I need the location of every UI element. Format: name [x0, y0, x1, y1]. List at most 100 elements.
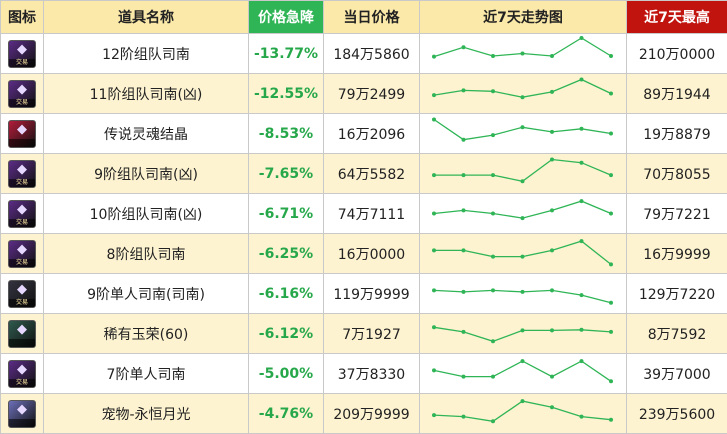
trend-line — [433, 200, 612, 219]
trend-point — [432, 173, 436, 178]
trend-sparkline — [432, 117, 613, 142]
trend-cell — [419, 113, 627, 154]
header-7day-trend: 近7天走势图 — [419, 0, 627, 34]
trend-point — [579, 126, 584, 131]
item-name[interactable]: 9阶单人司南(司南) — [43, 273, 249, 314]
table-row[interactable]: ◆ 稀有玉荣(60) -6.12% 7万1927 8万7592 — [0, 313, 727, 354]
purple-cable-icon: ◆ 交易 — [8, 239, 36, 268]
table-row[interactable]: ◆ 交易 9阶单人司南(司南) -6.16% 119万9999 129万7220 — [0, 273, 727, 314]
trend-cell — [419, 273, 627, 314]
trend-point — [520, 254, 525, 259]
trend-point — [579, 293, 584, 298]
today-price: 74万7111 — [323, 193, 420, 234]
tradable-tag — [9, 138, 35, 147]
table-row[interactable]: ◆ 宠物-永恒月光 -4.76% 209万9999 239万5600 — [0, 393, 727, 434]
header-today-price: 当日价格 — [323, 0, 420, 34]
item-name[interactable]: 7阶单人司南 — [43, 353, 249, 394]
price-drop: -6.12% — [248, 313, 324, 354]
trend-line — [434, 158, 612, 182]
item-name[interactable]: 11阶组队司南(凶) — [43, 73, 249, 114]
icon-cell: ◆ 交易 — [0, 73, 44, 114]
trend-point — [432, 248, 436, 253]
trend-point — [461, 208, 466, 213]
item-name[interactable]: 稀有玉荣(60) — [43, 313, 249, 354]
icon-cell: ◆ — [0, 113, 44, 154]
trend-point — [609, 54, 613, 58]
purple-cable-icon: ◆ 交易 — [8, 159, 36, 188]
trend-cell — [419, 393, 627, 434]
table-row[interactable]: ◆ 交易 10阶组队司南(凶) -6.71% 74万7111 79万7221 — [0, 193, 727, 234]
trend-point — [520, 125, 525, 130]
trend-point — [550, 405, 554, 410]
icon-cell: ◆ 交易 — [0, 193, 44, 234]
item-name[interactable]: 10阶组队司南(凶) — [43, 193, 249, 234]
icon-glyph: ◆ — [17, 121, 27, 137]
item-name[interactable]: 8阶组队司南 — [43, 233, 249, 274]
icon-glyph: ◆ — [17, 81, 27, 97]
trend-point — [491, 173, 495, 178]
trend-sparkline — [432, 288, 613, 305]
icon-glyph: ◆ — [17, 241, 27, 257]
trend-point — [491, 133, 495, 138]
trend-point — [432, 368, 436, 373]
trend-sparkline — [432, 359, 613, 384]
trend-point — [432, 117, 436, 122]
table-row[interactable]: ◆ 交易 8阶组队司南 -6.25% 16万0000 16万9999 — [0, 233, 727, 274]
trend-point — [520, 399, 525, 404]
trend-cell — [419, 353, 627, 394]
table-row[interactable]: ◆ 交易 9阶组队司南(凶) -7.65% 64万5582 70万8055 — [0, 153, 727, 194]
trend-point — [432, 211, 436, 216]
icon-cell: ◆ — [0, 313, 44, 354]
trend-point — [491, 419, 495, 424]
trend-point — [550, 54, 554, 58]
item-name[interactable]: 传说灵魂结晶 — [43, 113, 249, 154]
trend-point — [520, 328, 525, 333]
table-row[interactable]: ◆ 传说灵魂结晶 -8.53% 16万2096 19万8879 — [0, 113, 727, 154]
header-item-name: 道具名称 — [43, 0, 249, 34]
seven-day-high: 210万0000 — [626, 33, 727, 74]
trend-point — [550, 157, 554, 162]
price-drop: -6.16% — [248, 273, 324, 314]
icon-cell: ◆ 交易 — [0, 33, 44, 74]
trend-point — [609, 211, 613, 216]
seven-day-high: 89万1944 — [626, 73, 727, 114]
icon-cell: ◆ 交易 — [0, 153, 44, 194]
trend-point — [461, 45, 466, 50]
header-price-drop[interactable]: 价格急降 — [248, 0, 324, 34]
trend-cell — [419, 73, 627, 114]
trend-point — [609, 300, 613, 305]
purple-cable-icon: ◆ 交易 — [8, 79, 36, 108]
icon-glyph: ◆ — [17, 41, 27, 57]
table-row[interactable]: ◆ 交易 7阶单人司南 -5.00% 37万8330 39万7000 — [0, 353, 727, 394]
icon-glyph: ◆ — [17, 201, 27, 217]
purple-cable-icon: ◆ 交易 — [8, 199, 36, 228]
header-row: 图标 道具名称 价格急降 当日价格 近7天走势图 近7天最高 — [0, 0, 727, 34]
trend-point — [491, 211, 495, 216]
price-drop: -6.71% — [248, 193, 324, 234]
trend-point — [520, 289, 525, 294]
item-name[interactable]: 9阶组队司南(凶) — [43, 153, 249, 194]
trend-sparkline — [432, 157, 613, 184]
trend-point — [520, 216, 525, 221]
price-drop: -8.53% — [248, 113, 324, 154]
price-drop: -6.25% — [248, 233, 324, 274]
dark-cable-icon: ◆ 交易 — [8, 279, 36, 308]
price-drop: -5.00% — [248, 353, 324, 394]
item-name[interactable]: 12阶组队司南 — [43, 33, 249, 74]
trend-point — [550, 89, 554, 94]
trend-point — [461, 88, 466, 93]
header-7day-high[interactable]: 近7天最高 — [626, 0, 727, 34]
table-row[interactable]: ◆ 交易 12阶组队司南 -13.77% 184万5860 210万0000 — [0, 33, 727, 74]
header-icon: 图标 — [0, 0, 44, 34]
icon-glyph: ◆ — [17, 281, 27, 297]
trend-point — [491, 54, 495, 58]
trend-point — [461, 289, 466, 294]
item-name[interactable]: 宠物-永恒月光 — [43, 393, 249, 434]
trend-cell — [419, 193, 627, 234]
table-row[interactable]: ◆ 交易 11阶组队司南(凶) -12.55% 79万2499 89万1944 — [0, 73, 727, 114]
today-price: 64万5582 — [323, 153, 420, 194]
trend-point — [461, 137, 466, 142]
trend-point — [609, 91, 613, 96]
trend-line — [433, 78, 612, 98]
